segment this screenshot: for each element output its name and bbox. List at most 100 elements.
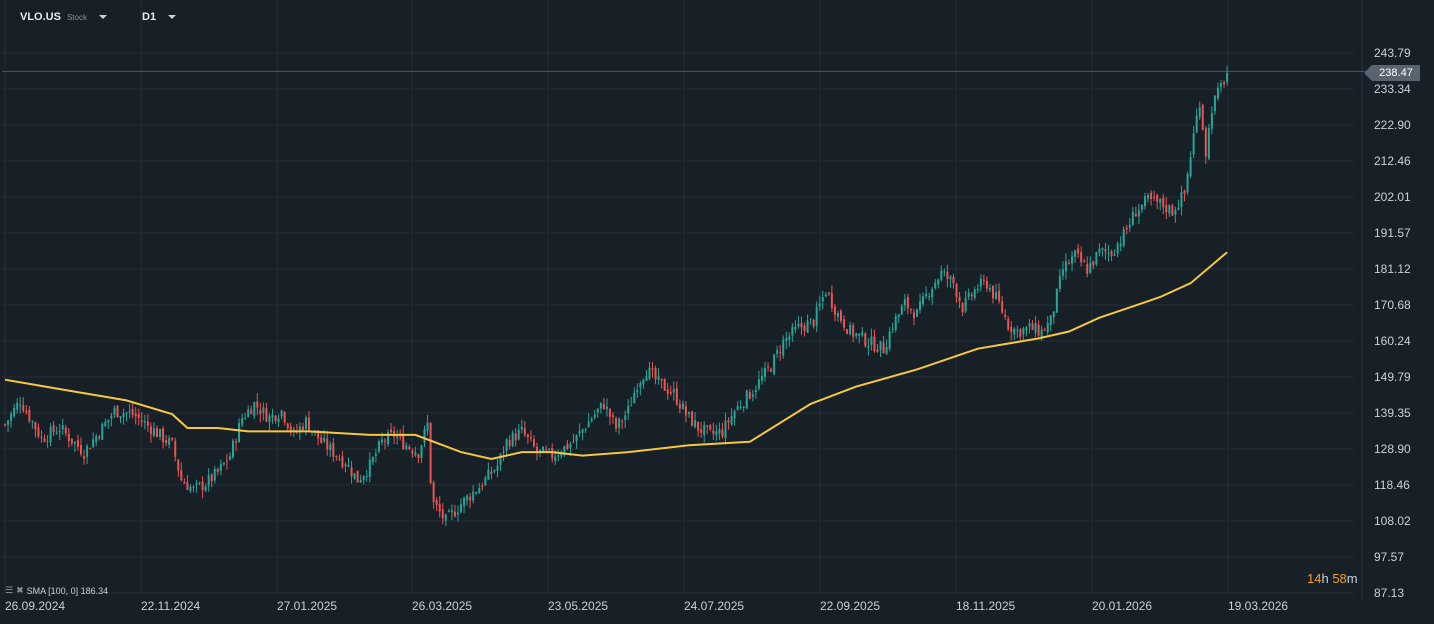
candle-body	[277, 418, 280, 423]
candle	[605, 398, 608, 417]
candle-body	[490, 471, 493, 474]
candle-body	[1074, 250, 1077, 257]
candle	[639, 380, 642, 396]
candle-body	[283, 412, 286, 423]
candle-body	[1107, 252, 1110, 254]
candle-body	[298, 426, 301, 433]
candle	[1153, 190, 1156, 202]
candle	[961, 302, 964, 316]
candle	[450, 504, 453, 521]
candle-body	[587, 421, 590, 428]
candle	[715, 424, 718, 441]
candle	[876, 343, 879, 353]
candle	[335, 455, 338, 461]
candle-body	[10, 413, 13, 421]
candle-body	[101, 423, 104, 440]
candle	[338, 454, 341, 462]
candle-body	[1043, 329, 1046, 331]
candle	[1204, 126, 1207, 165]
candle-body	[19, 404, 22, 406]
candle-body	[529, 437, 532, 439]
candle	[757, 370, 760, 391]
candle	[593, 410, 596, 420]
candle	[992, 285, 994, 304]
candle	[739, 399, 742, 411]
candle-body	[846, 329, 849, 334]
candle	[809, 318, 812, 325]
candle-body	[754, 390, 757, 393]
candle-body	[362, 476, 365, 481]
candle-body	[301, 426, 304, 430]
candle	[906, 293, 909, 315]
candle-body	[1113, 254, 1116, 256]
candle-body	[970, 294, 973, 297]
candle-body	[669, 391, 672, 394]
candle-body	[727, 420, 730, 423]
candle	[286, 422, 289, 432]
symbol-selector[interactable]: VLO.US Stock	[20, 11, 107, 23]
candle	[684, 401, 687, 423]
candle-body	[532, 439, 535, 447]
candle	[615, 416, 618, 433]
candle	[642, 378, 645, 389]
candle-body	[359, 480, 362, 483]
candle	[429, 422, 432, 485]
close-icon[interactable]: ✖	[16, 585, 24, 595]
candle	[1210, 106, 1213, 135]
candle-body	[569, 444, 572, 448]
candle	[785, 331, 788, 350]
candle-body	[797, 323, 800, 327]
candle	[669, 385, 672, 396]
candle	[22, 396, 25, 413]
candle-body	[162, 428, 165, 443]
candle	[602, 398, 605, 410]
candle-body	[639, 382, 642, 388]
candle-body	[681, 403, 684, 409]
candle-body	[593, 414, 596, 418]
candle-body	[1046, 322, 1049, 333]
candle-body	[545, 449, 548, 451]
candle	[222, 461, 225, 466]
candle-body	[612, 415, 614, 417]
candle	[718, 422, 721, 441]
candle-body	[122, 413, 125, 417]
candle	[1125, 224, 1128, 235]
candle	[973, 286, 976, 301]
candle-body	[201, 481, 204, 490]
candle	[86, 443, 89, 464]
candle-body	[31, 421, 34, 423]
candle	[849, 321, 852, 336]
candle	[517, 423, 520, 441]
candle	[493, 468, 496, 474]
y-tick-label: 149.79	[1374, 370, 1411, 384]
candle-body	[1052, 311, 1055, 318]
candle-body	[900, 306, 903, 315]
candle-body	[767, 366, 770, 368]
candle-body	[195, 482, 198, 485]
candle-body	[703, 425, 706, 435]
candle-body	[1159, 199, 1162, 203]
candle-body	[779, 351, 782, 353]
candle-body	[292, 429, 295, 431]
candle	[447, 508, 450, 513]
candle-body	[590, 418, 593, 422]
candle-body	[919, 301, 922, 311]
candle	[34, 421, 37, 438]
candle	[630, 396, 633, 407]
candle	[1156, 193, 1159, 210]
candle-body	[581, 429, 584, 433]
candle	[52, 421, 55, 437]
candle-body	[304, 417, 307, 429]
candle	[16, 398, 19, 414]
candle	[232, 438, 234, 460]
list-icon[interactable]: ☰	[5, 585, 14, 595]
candle-body	[615, 418, 618, 429]
x-tick-label: 18.11.2025	[956, 599, 1015, 613]
candle-body	[782, 339, 785, 356]
candle	[931, 286, 934, 306]
candle	[590, 416, 593, 423]
timeframe-selector[interactable]: D1	[142, 11, 177, 23]
candle-body	[505, 439, 508, 451]
candle	[426, 414, 429, 436]
